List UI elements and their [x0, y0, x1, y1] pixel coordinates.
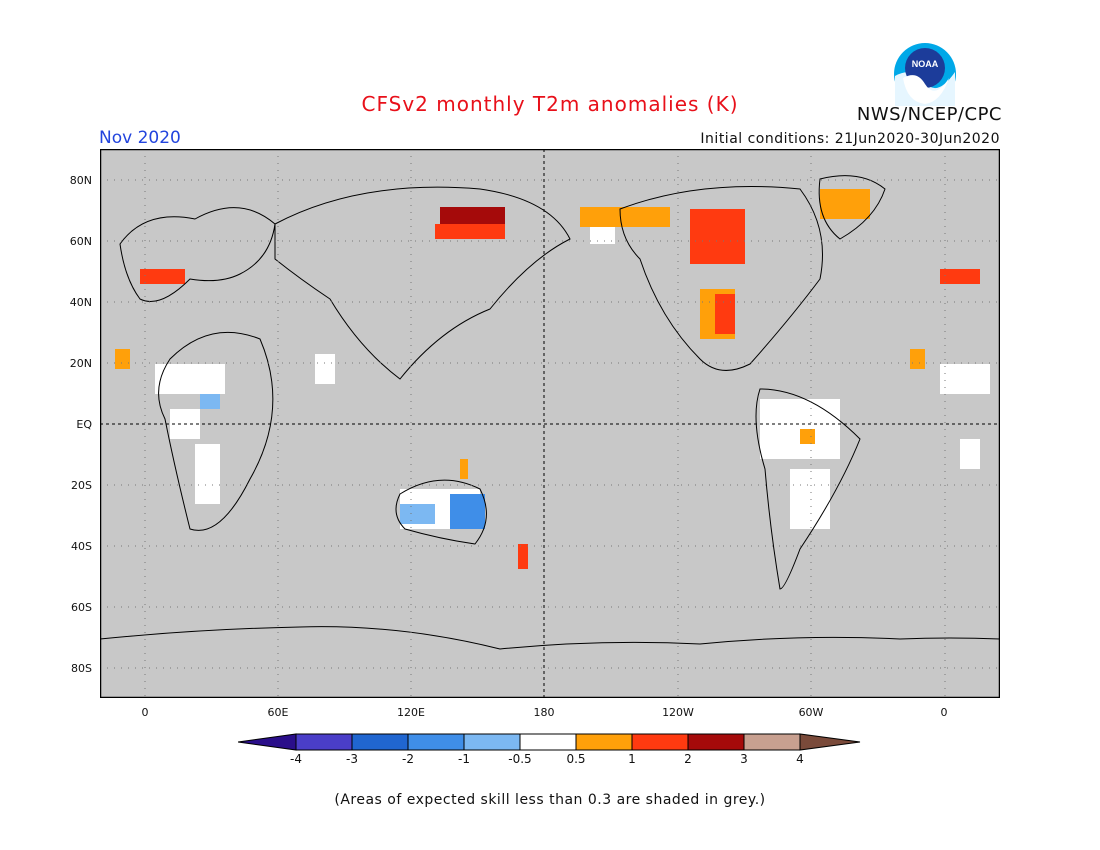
warm-anomaly-areas [115, 189, 980, 569]
noaa-logo-icon: NOAA [894, 43, 956, 106]
chart-title: CFSv2 monthly T2m anomalies (K) [361, 92, 739, 116]
lat-label: EQ [76, 418, 92, 431]
colorbar-swatch [631, 733, 689, 751]
lat-label: 80S [71, 662, 92, 675]
lon-label: 0 [940, 706, 948, 719]
lon-label: 180 [533, 706, 555, 719]
colorbar-swatch [295, 733, 353, 751]
colorbar-swatch [463, 733, 521, 751]
colorbar [238, 733, 861, 751]
coastlines [100, 175, 1000, 650]
colorbar-swatch [687, 733, 745, 751]
colorbar-swatch [407, 733, 465, 751]
colorbar-swatch [743, 733, 801, 751]
map-border [100, 149, 1000, 698]
lon-label: 60E [267, 706, 289, 719]
colorbar-label: -4 [290, 752, 302, 766]
colorbar-label: -0.5 [508, 752, 532, 766]
colorbar-swatch [575, 733, 633, 751]
colorbar-swatch [519, 733, 577, 751]
grid-lines [100, 149, 1000, 698]
lon-label: 60W [798, 706, 824, 719]
anomaly-map [100, 149, 1000, 698]
lat-label: 60S [71, 601, 92, 614]
colorbar-label: 4 [796, 752, 804, 766]
colorbar-label: -2 [402, 752, 414, 766]
logo-text: NOAA [912, 59, 939, 69]
colorbar-arrow-left [238, 733, 297, 751]
lon-label: 120E [397, 706, 425, 719]
colorbar-label: -1 [458, 752, 470, 766]
lat-label: 40N [69, 296, 92, 309]
initial-conditions: Initial conditions: 21Jun2020-30Jun2020 [700, 131, 1000, 147]
colorbar-label: -3 [346, 752, 358, 766]
forecast-month: Nov 2020 [99, 128, 181, 148]
colorbar-label: 1 [628, 752, 636, 766]
agency-label: NWS/NCEP/CPC [856, 104, 1002, 125]
colorbar-swatch [351, 733, 409, 751]
colorbar-arrow-right [799, 733, 861, 751]
colorbar-label: 2 [684, 752, 692, 766]
lat-label: 40S [71, 540, 92, 553]
skill-note: (Areas of expected skill less than 0.3 a… [334, 792, 766, 808]
lat-label: 60N [69, 235, 92, 248]
colorbar-label: 0.5 [566, 752, 586, 766]
lat-label: 80N [69, 174, 92, 187]
colorbar-label: 3 [740, 752, 748, 766]
lat-label: 20N [69, 357, 92, 370]
lat-label: 20S [71, 479, 92, 492]
lon-label: 120W [662, 706, 694, 719]
cool-anomaly-areas [200, 394, 485, 529]
lon-label: 0 [141, 706, 149, 719]
